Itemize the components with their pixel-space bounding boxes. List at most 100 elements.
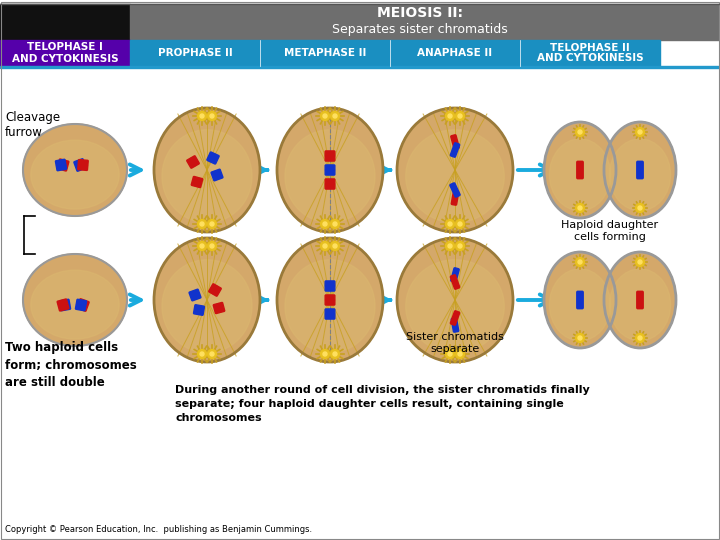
Circle shape	[458, 352, 462, 356]
FancyBboxPatch shape	[451, 191, 459, 205]
Ellipse shape	[162, 130, 252, 222]
Text: Separates sister chromatids: Separates sister chromatids	[332, 23, 508, 36]
Ellipse shape	[544, 122, 616, 218]
FancyBboxPatch shape	[207, 152, 215, 162]
Circle shape	[200, 222, 204, 226]
FancyBboxPatch shape	[60, 304, 71, 310]
Text: TELOPHASE II
AND CYTOKINESIS: TELOPHASE II AND CYTOKINESIS	[536, 43, 643, 63]
FancyBboxPatch shape	[325, 170, 335, 175]
Text: Copyright © Pearson Education, Inc.  publishing as Benjamin Cummings.: Copyright © Pearson Education, Inc. publ…	[5, 525, 312, 534]
Circle shape	[210, 222, 214, 226]
Circle shape	[446, 219, 454, 228]
FancyBboxPatch shape	[76, 299, 86, 306]
Text: PROPHASE II: PROPHASE II	[158, 48, 233, 58]
Bar	[260, 40, 390, 66]
FancyBboxPatch shape	[577, 291, 583, 309]
FancyBboxPatch shape	[194, 289, 201, 299]
Circle shape	[636, 204, 644, 213]
Circle shape	[456, 111, 464, 120]
Circle shape	[210, 244, 214, 248]
Text: During another round of cell division, the sister chromatids finally
separate; f: During another round of cell division, t…	[175, 385, 590, 423]
FancyBboxPatch shape	[76, 304, 86, 310]
FancyBboxPatch shape	[60, 299, 70, 306]
Text: Two haploid cells
form; chromosomes
are still double: Two haploid cells form; chromosomes are …	[5, 341, 137, 388]
FancyBboxPatch shape	[78, 165, 88, 171]
Circle shape	[448, 352, 452, 356]
Circle shape	[638, 130, 642, 134]
FancyBboxPatch shape	[325, 179, 335, 184]
FancyBboxPatch shape	[213, 303, 220, 314]
Circle shape	[458, 114, 462, 118]
Bar	[130, 4, 720, 40]
FancyBboxPatch shape	[450, 275, 459, 289]
FancyBboxPatch shape	[198, 306, 204, 315]
Circle shape	[636, 127, 644, 137]
Circle shape	[323, 222, 327, 226]
Circle shape	[333, 222, 337, 226]
Circle shape	[330, 111, 340, 120]
Circle shape	[330, 349, 340, 359]
Circle shape	[210, 352, 214, 356]
FancyBboxPatch shape	[209, 284, 217, 294]
Ellipse shape	[544, 252, 616, 348]
Text: METAPHASE II: METAPHASE II	[284, 48, 366, 58]
Ellipse shape	[285, 260, 375, 353]
Ellipse shape	[154, 108, 260, 232]
Circle shape	[330, 219, 340, 228]
Ellipse shape	[23, 124, 127, 216]
FancyBboxPatch shape	[213, 286, 221, 296]
Circle shape	[197, 111, 207, 120]
Circle shape	[197, 241, 207, 251]
FancyBboxPatch shape	[636, 291, 643, 309]
Circle shape	[448, 244, 452, 248]
Circle shape	[207, 241, 217, 251]
FancyBboxPatch shape	[55, 159, 66, 166]
Circle shape	[575, 258, 585, 267]
FancyBboxPatch shape	[577, 161, 583, 179]
FancyBboxPatch shape	[194, 305, 200, 314]
Bar	[0, 40, 130, 66]
FancyBboxPatch shape	[58, 159, 69, 166]
Circle shape	[207, 219, 217, 228]
Circle shape	[333, 114, 337, 118]
FancyBboxPatch shape	[325, 165, 335, 170]
Bar	[130, 40, 260, 66]
Circle shape	[197, 219, 207, 228]
FancyBboxPatch shape	[325, 295, 335, 300]
Circle shape	[578, 336, 582, 340]
Circle shape	[448, 222, 452, 226]
Text: ANAPHASE II: ANAPHASE II	[418, 48, 492, 58]
Ellipse shape	[31, 270, 120, 339]
FancyBboxPatch shape	[325, 286, 335, 291]
FancyBboxPatch shape	[57, 164, 68, 171]
Circle shape	[446, 349, 454, 359]
Bar	[520, 40, 660, 66]
FancyBboxPatch shape	[325, 151, 335, 156]
Circle shape	[456, 349, 464, 359]
Text: MEIOSIS II:: MEIOSIS II:	[377, 6, 463, 20]
FancyBboxPatch shape	[191, 156, 199, 166]
FancyBboxPatch shape	[325, 184, 335, 189]
Circle shape	[200, 114, 204, 118]
Circle shape	[200, 352, 204, 356]
FancyBboxPatch shape	[77, 303, 87, 311]
Ellipse shape	[285, 130, 375, 222]
FancyBboxPatch shape	[56, 164, 66, 171]
FancyBboxPatch shape	[325, 281, 335, 286]
FancyBboxPatch shape	[57, 299, 68, 306]
Ellipse shape	[405, 260, 504, 353]
Ellipse shape	[549, 269, 611, 341]
Circle shape	[320, 219, 330, 228]
Circle shape	[207, 111, 217, 120]
Circle shape	[448, 114, 452, 118]
FancyBboxPatch shape	[78, 160, 89, 165]
Ellipse shape	[277, 108, 383, 232]
Ellipse shape	[23, 254, 127, 346]
Circle shape	[638, 260, 642, 264]
FancyBboxPatch shape	[451, 268, 459, 282]
Ellipse shape	[549, 139, 611, 211]
Circle shape	[578, 130, 582, 134]
FancyBboxPatch shape	[211, 171, 219, 181]
Text: Haploid daughter
cells forming: Haploid daughter cells forming	[562, 220, 659, 242]
Circle shape	[636, 334, 644, 342]
